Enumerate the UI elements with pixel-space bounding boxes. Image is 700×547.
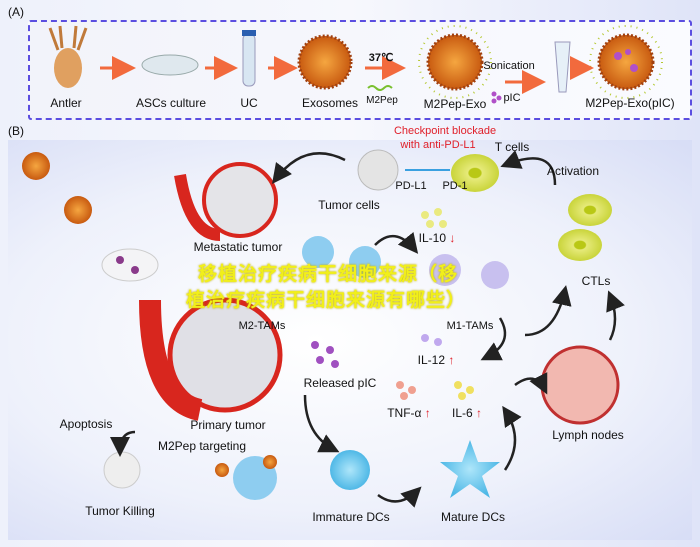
down-arrow-icon: ↓: [449, 231, 456, 245]
pic-icon: [491, 91, 502, 104]
immature-dc-icon: [330, 450, 370, 490]
step-exosomes: Exosomes: [301, 96, 359, 110]
il6-dots: [454, 381, 474, 400]
flow-arrows: [110, 150, 625, 508]
metastatic-tumor-icon: [174, 162, 278, 241]
lymph-nodes-label: Lymph nodes: [552, 428, 624, 442]
m1-tam-icons: [429, 254, 509, 289]
exosome-icon: [297, 34, 353, 90]
step-antler: Antler: [50, 96, 82, 110]
pic-label: pIC: [503, 92, 521, 104]
tube-icon: [242, 30, 256, 87]
m2pep-exo-pic-icon: [589, 25, 663, 99]
primary-tumor-label: Primary tumor: [190, 418, 266, 432]
tnf-dots: [396, 381, 416, 400]
il10-text: IL-10: [418, 231, 447, 245]
t-cell-icon: [451, 154, 499, 192]
step-ascs-culture: ASCs culture: [135, 96, 207, 110]
exosome-icons-left: [22, 152, 92, 224]
metastatic-tumor-label: Metastatic tumor: [193, 240, 283, 254]
immature-dcs-label: Immature DCs: [312, 510, 390, 524]
t-cells-label: T cells: [494, 140, 530, 154]
up-arrow-icon: ↑: [448, 353, 455, 367]
checkpoint-label-1: Checkpoint blockade: [393, 125, 497, 137]
mouse-icon: [101, 248, 159, 282]
tumor-cell-icon: [357, 149, 399, 191]
il6-label: IL-6 ↑: [452, 406, 482, 420]
tnf-text: TNF-α: [387, 406, 422, 420]
m2pep-label: M2Pep: [366, 95, 398, 106]
up-arrow-icon: ↑: [476, 406, 483, 420]
activation-label: Activation: [546, 164, 600, 178]
temperature-label: 37℃: [368, 52, 394, 64]
m1-tams-label: M1-TAMs: [446, 320, 494, 332]
deer-icon: [48, 25, 88, 88]
mature-dcs-label: Mature DCs: [440, 510, 506, 524]
il10-dots: [421, 208, 447, 228]
watermark-line-2: 植治疗疾病干细胞来源有哪些）: [186, 290, 467, 311]
m2-tam-icons: [302, 236, 381, 278]
m2pep-exo-icon: [418, 25, 492, 99]
il12-text: IL-12: [417, 353, 446, 367]
ctl-icons: [558, 194, 612, 261]
step-m2pep-exo: M2Pep-Exo: [423, 97, 487, 111]
il12-dots: [421, 334, 442, 346]
tam-target-icon: [215, 455, 277, 500]
m2pep-targeting-label: M2Pep targeting: [157, 439, 247, 453]
watermark-line-1: 移植治疗疾病干细胞来源（移: [198, 264, 459, 285]
dying-tumor-icon: [103, 451, 141, 489]
process-arrows: [100, 56, 594, 94]
released-pic-dots: [311, 341, 339, 368]
mature-dc-icon: [440, 440, 500, 498]
pd-l1-label: PD-L1: [395, 180, 427, 192]
peptide-icon: [367, 85, 393, 91]
primary-tumor-icon: [139, 297, 283, 421]
pd-1-label: PD-1: [442, 180, 468, 192]
eppendorf-icon: [554, 41, 571, 93]
step-uc: UC: [240, 96, 258, 110]
petri-dish-icon: [141, 54, 199, 76]
tumor-cells-label: Tumor cells: [318, 198, 380, 212]
up-arrow-icon: ↑: [424, 406, 431, 420]
panel-b-label: (B): [8, 124, 24, 138]
lymph-node-icon: [540, 345, 620, 425]
tnf-label: TNF-α ↑: [387, 406, 431, 420]
ctls-label: CTLs: [581, 274, 611, 288]
apoptosis-label: Apoptosis: [59, 417, 113, 431]
m2-tams-label: M2-TAMs: [238, 320, 286, 332]
released-pic-label: Released pIC: [303, 376, 377, 390]
il10-label: IL-10 ↓: [419, 231, 456, 245]
panel-a-label: (A): [8, 5, 24, 19]
il12-label: IL-12 ↑: [418, 353, 455, 367]
sonication-label: Sonication: [483, 60, 535, 72]
checkpoint-label-2: with anti-PD-L1: [400, 139, 476, 151]
il6-text: IL-6: [451, 406, 473, 420]
tumor-killing-label: Tumor Killing: [85, 504, 155, 518]
step-m2pep-exo-pic: M2Pep-Exo(pIC): [585, 96, 675, 110]
